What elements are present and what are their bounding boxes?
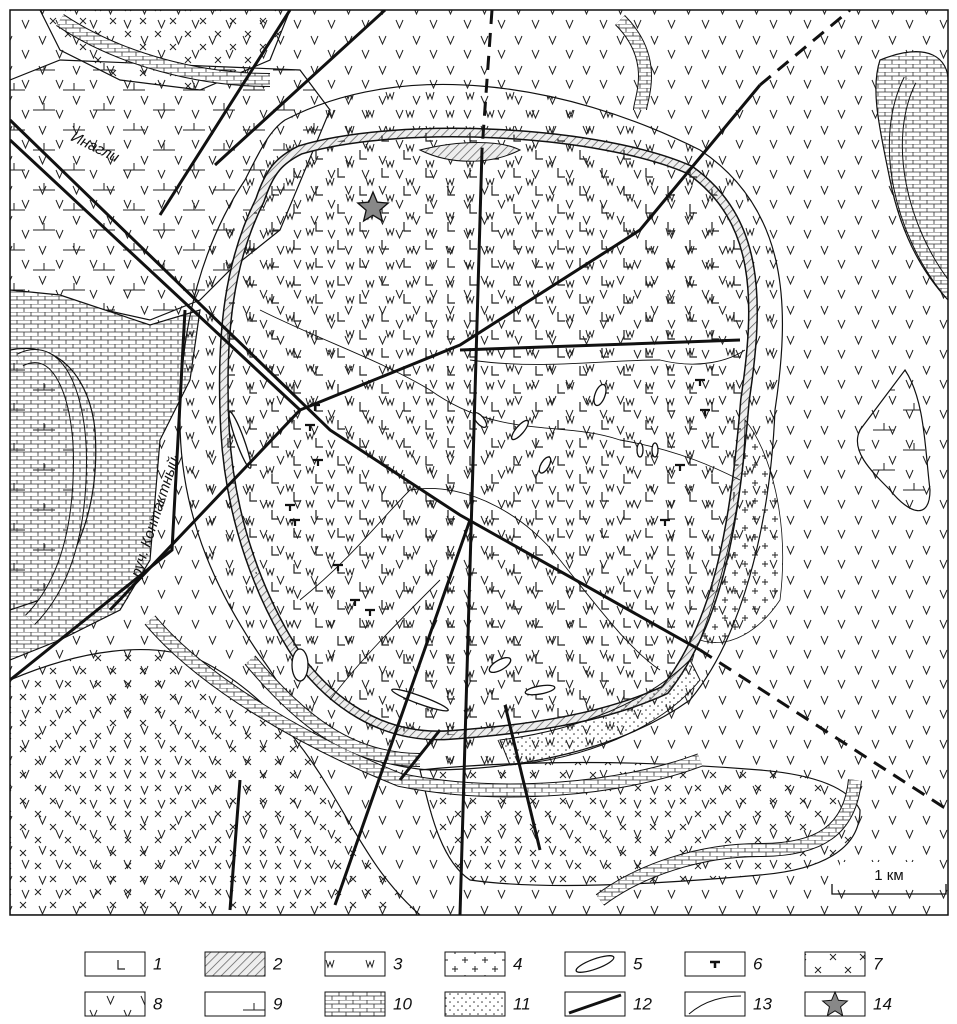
dip-symbol	[305, 423, 315, 431]
fault	[759, 10, 851, 87]
fault	[503, 704, 542, 851]
legend-number: 11	[513, 994, 531, 1013]
legend-swatch	[804, 951, 866, 977]
fault	[10, 118, 701, 652]
legend-dip	[710, 960, 720, 968]
scale-label: 1 км	[874, 867, 903, 884]
legend-swatch	[204, 991, 266, 1017]
legend-number: 5	[633, 954, 643, 973]
dip-symbol	[700, 408, 710, 416]
legend-fault	[568, 993, 622, 1015]
legend-number: 4	[513, 954, 522, 973]
carbonate-band-fill	[889, 77, 948, 294]
lens	[593, 383, 607, 407]
lens	[228, 411, 252, 469]
legend-number: 10	[393, 994, 412, 1013]
legend-number: 14	[873, 994, 892, 1013]
dip-symbol	[285, 503, 295, 511]
map-body	[10, 10, 948, 915]
lens	[488, 656, 512, 674]
massif	[223, 132, 753, 736]
plus-zone	[699, 418, 783, 643]
dotted-zone	[499, 659, 701, 766]
lens	[538, 456, 552, 474]
contact	[329, 579, 441, 701]
legend-number: 13	[753, 994, 772, 1013]
lens	[636, 442, 644, 458]
legend-swatch	[84, 951, 146, 977]
legend-number: 9	[273, 994, 283, 1013]
fault	[108, 84, 762, 612]
legend-number: 3	[393, 954, 403, 973]
fault	[228, 779, 242, 911]
fault	[459, 338, 741, 352]
fault	[10, 309, 187, 682]
dip-symbol	[695, 378, 705, 386]
sedimentary-island	[856, 368, 931, 512]
legend-lens	[575, 955, 615, 973]
legend-swatch	[324, 991, 386, 1017]
legend-number: 8	[153, 994, 163, 1013]
map-frame	[9, 9, 949, 916]
carbonate-band-fill	[17, 350, 87, 625]
legend-number: 2	[272, 954, 283, 973]
legend-swatch	[84, 991, 146, 1017]
dip-symbol	[675, 463, 685, 471]
lens	[291, 648, 309, 682]
lens	[651, 442, 659, 458]
fault	[480, 10, 494, 151]
legend-number: 7	[873, 954, 883, 973]
scale-bar	[831, 884, 947, 895]
legend-contact	[688, 995, 742, 1015]
dip-symbol	[313, 458, 323, 466]
legend: 1 2 3 4 5 6 78 9 10 11 12 13 14	[84, 951, 892, 1017]
fault	[213, 10, 387, 167]
fault	[398, 729, 442, 781]
legend-number: 12	[633, 994, 652, 1013]
legend-number: 6	[753, 954, 763, 973]
lens	[524, 684, 556, 696]
fault	[10, 138, 302, 412]
carbonate-band-fill	[596, 779, 861, 905]
legend-star	[821, 990, 849, 1017]
hatched-lens	[418, 142, 522, 162]
legend-swatch	[324, 951, 386, 977]
legend-swatch	[204, 951, 266, 977]
dip-symbol	[290, 518, 300, 526]
dip-symbol	[333, 563, 343, 571]
intrusive-zone	[39, 10, 291, 91]
fault	[158, 10, 292, 216]
dip-symbol	[365, 608, 375, 616]
lens	[511, 419, 529, 441]
contact	[299, 488, 661, 671]
legend-swatch	[684, 991, 746, 1017]
contact	[469, 349, 746, 365]
fault	[333, 519, 472, 906]
carbonate-band-fill	[615, 15, 651, 111]
scale-bg	[840, 862, 940, 886]
legend-number: 1	[153, 954, 162, 973]
fault	[458, 149, 484, 915]
dip-symbol	[660, 518, 670, 526]
fault	[699, 648, 948, 812]
legend-swatch	[444, 951, 506, 977]
dip-symbol	[350, 598, 360, 606]
carbonate-band-fill	[56, 15, 271, 86]
carbonate-band-fill	[245, 656, 421, 766]
lens	[391, 688, 449, 712]
dip-symbol	[310, 403, 320, 411]
legend-swatch	[444, 991, 506, 1017]
locality-star	[356, 190, 390, 223]
contact	[259, 309, 741, 481]
